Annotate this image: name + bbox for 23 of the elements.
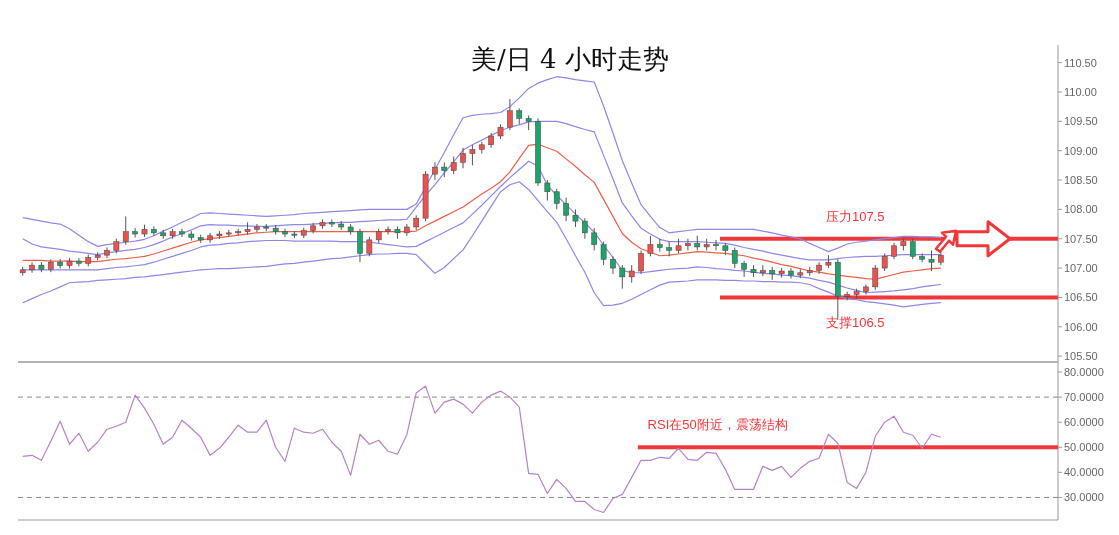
y-tick-label: 107.50 — [1064, 232, 1098, 245]
line-series — [22, 385, 942, 514]
line-series — [22, 181, 942, 308]
ref-line-label: RSI在50附近，震荡结构 — [647, 417, 788, 433]
y-tick-label: 105.50 — [1064, 350, 1098, 363]
y-tick-label: 109.00 — [1064, 144, 1098, 157]
y-tick-label: 60.0000 — [1064, 416, 1104, 429]
y-tick-label: 80.0000 — [1064, 366, 1104, 379]
y-tick-label: 108.50 — [1064, 174, 1098, 187]
y-tick-label: 110.50 — [1064, 56, 1097, 69]
y-tick-label: 106.50 — [1064, 291, 1098, 304]
ref-line-label: 支撑106.5 — [825, 315, 885, 331]
y-tick-label: 107.00 — [1064, 262, 1098, 275]
y-tick-label: 50.0000 — [1064, 441, 1104, 454]
y-tick-label: 70.0000 — [1064, 391, 1104, 404]
ref-line-label: 压力107.5 — [825, 208, 885, 224]
y-tick-label: 108.00 — [1064, 203, 1098, 216]
y-tick-label: 40.0000 — [1064, 466, 1104, 479]
y-tick-label: 110.00 — [1064, 85, 1097, 98]
y-tick-label: 109.50 — [1064, 115, 1098, 128]
y-tick-label: 106.00 — [1064, 320, 1098, 333]
chart-title: 美/日 4 小时走势 — [471, 44, 669, 74]
y-tick-label: 30.0000 — [1064, 491, 1104, 504]
